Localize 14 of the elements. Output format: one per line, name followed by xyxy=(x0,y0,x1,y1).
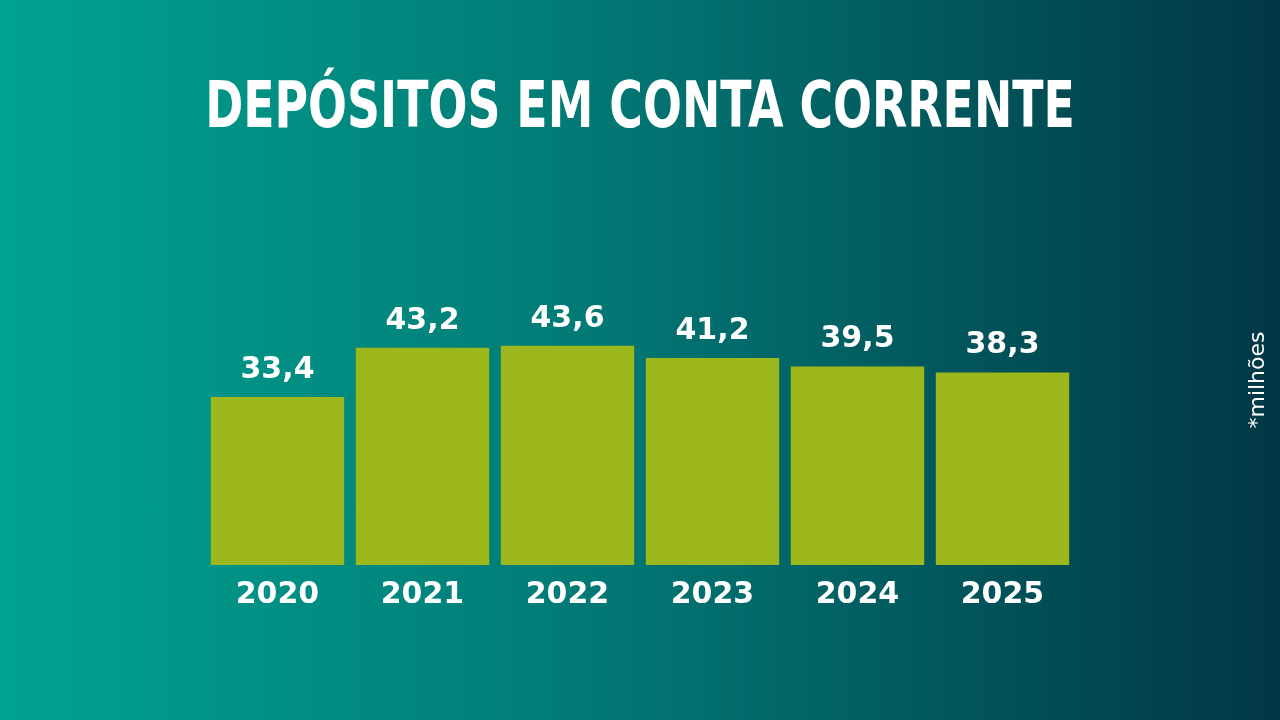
x-tick-label: 2023 xyxy=(670,574,755,610)
x-tick-label: 2022 xyxy=(525,574,610,610)
data-label: 38,3 xyxy=(965,325,1040,361)
data-label: 41,2 xyxy=(675,310,750,346)
chart-title: DEPÓSITOS EM CONTA CORRENTE xyxy=(205,67,1075,142)
x-tick-label: 2024 xyxy=(815,574,900,610)
data-label: 43,6 xyxy=(530,298,605,334)
data-label: 39,5 xyxy=(820,319,895,355)
x-tick-label: 2020 xyxy=(235,574,320,610)
x-tick-label: 2021 xyxy=(380,574,465,610)
data-label: 33,4 xyxy=(240,349,315,385)
text: *milhões xyxy=(1243,331,1269,429)
x-tick-label: 2025 xyxy=(960,574,1045,610)
data-label: 43,2 xyxy=(385,300,460,336)
